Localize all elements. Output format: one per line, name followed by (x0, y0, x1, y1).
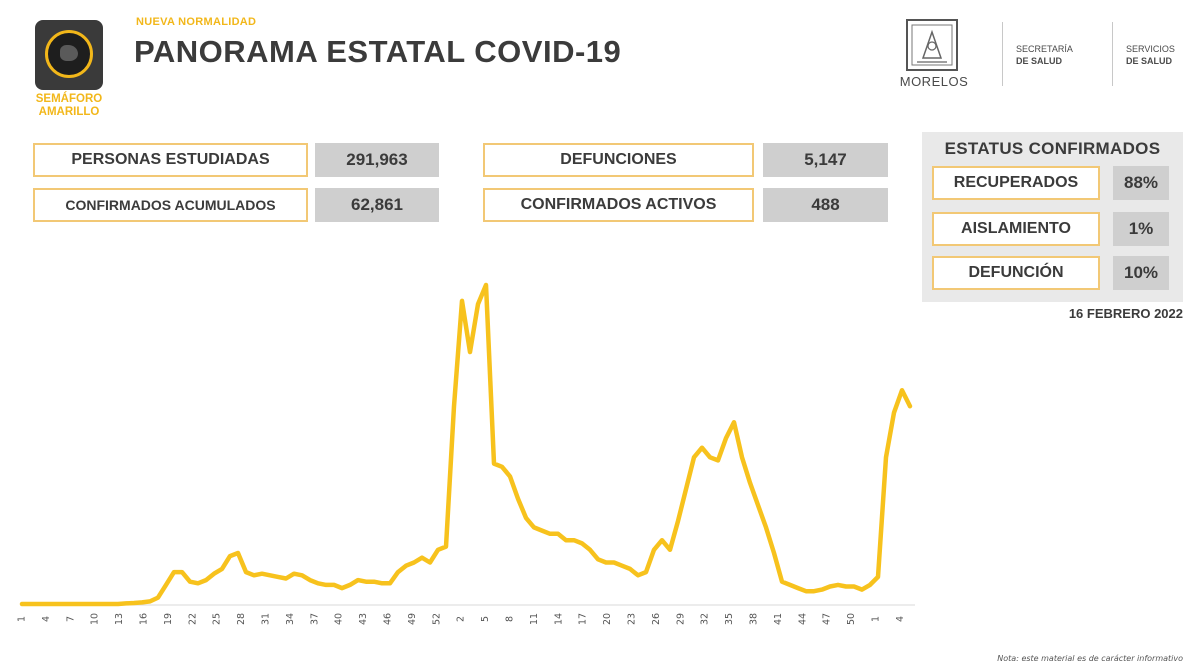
x-tick-label: 19 (163, 613, 174, 625)
x-tick-label: 5 (480, 616, 491, 622)
aislamiento-value: 1% (1113, 212, 1169, 246)
defunciones-value: 5,147 (763, 143, 888, 177)
x-tick-label: 4 (895, 616, 906, 622)
activos-value: 488 (763, 188, 888, 222)
x-tick-label: 26 (651, 613, 662, 625)
x-axis-ticks: 1 4 7 10 13 16 19 22 25 28 31 34 37 40 43 46 49 52 2 5 8 11 14… (17, 613, 906, 625)
defunciones-label: DEFUNCIONES (483, 143, 754, 177)
header-divider (1002, 22, 1003, 86)
x-tick-label: 47 (822, 613, 833, 625)
x-tick-label: 4 (41, 616, 52, 622)
x-tick-label: 38 (749, 613, 760, 625)
x-tick-label: 16 (139, 613, 150, 625)
x-tick-label: 49 (407, 613, 418, 625)
x-tick-label: 52 (431, 613, 442, 625)
x-tick-label: 25 (212, 613, 223, 625)
x-tick-label: 44 (797, 613, 808, 625)
semaforo-logo (35, 20, 103, 90)
semaforo-line1: SEMÁFORO (35, 93, 103, 105)
recuperados-label: RECUPERADOS (932, 166, 1100, 200)
x-tick-label: 17 (578, 613, 589, 625)
x-tick-label: 31 (261, 613, 272, 625)
cases-line-chart: 1 4 7 10 13 16 19 22 25 28 31 34 37 40 43 46 49 52 2 5 8 11 14… (17, 282, 915, 625)
series-line (19, 282, 913, 607)
x-tick-label: 46 (383, 613, 394, 625)
x-tick-label: 50 (846, 613, 857, 625)
defuncion-value: 10% (1113, 256, 1169, 290)
x-tick-label: 8 (505, 616, 516, 622)
x-tick-label: 29 (675, 613, 686, 625)
org-servicios: SERVICIOS DE SALUD (1126, 43, 1175, 67)
x-tick-label: 22 (187, 613, 198, 625)
x-tick-label: 11 (529, 613, 540, 625)
defuncion-label: DEFUNCIÓN (932, 256, 1100, 290)
x-tick-label: 1 (17, 616, 28, 622)
x-tick-label: 10 (90, 613, 101, 625)
x-tick-label: 23 (627, 613, 638, 625)
x-tick-label: 32 (700, 613, 711, 625)
footnote: Nota: este material es de carácter infor… (997, 654, 1183, 663)
page-title: PANORAMA ESTATAL COVID-19 (134, 34, 622, 69)
recuperados-value: 88% (1113, 166, 1169, 200)
state-name: MORELOS (899, 74, 969, 89)
x-tick-label: 43 (358, 613, 369, 625)
x-tick-label: 7 (65, 616, 76, 622)
header-divider (1112, 22, 1113, 86)
org-servicios-line2: DE SALUD (1126, 56, 1173, 66)
acumulados-value: 62,861 (315, 188, 439, 222)
x-tick-label: 2 (456, 616, 467, 622)
report-date: 16 FEBRERO 2022 (1068, 306, 1183, 321)
semaforo-status: SEMÁFORO AMARILLO (28, 93, 110, 119)
activos-label: CONFIRMADOS ACTIVOS (483, 188, 754, 222)
org-secretaria-line1: SECRETARÍA (1016, 44, 1073, 54)
x-tick-label: 28 (236, 613, 247, 625)
semaforo-line2: AMARILLO (38, 106, 100, 118)
x-tick-label: 34 (285, 613, 296, 625)
traffic-light-icon (45, 30, 93, 78)
org-secretaria-line2: DE SALUD (1016, 56, 1063, 66)
aislamiento-label: AISLAMIENTO (932, 212, 1100, 246)
page-subtitle: NUEVA NORMALIDAD (136, 16, 257, 28)
org-secretaria: SECRETARÍA DE SALUD (1016, 43, 1073, 67)
x-tick-label: 20 (602, 613, 613, 625)
status-title: ESTATUS CONFIRMADOS (944, 139, 1161, 158)
x-tick-label: 35 (724, 613, 735, 625)
estudiadas-value: 291,963 (315, 143, 439, 177)
estudiadas-label: PERSONAS ESTUDIADAS (33, 143, 308, 177)
x-tick-label: 41 (773, 613, 784, 625)
x-tick-label: 1 (871, 616, 882, 622)
x-tick-label: 40 (334, 613, 345, 625)
org-servicios-line1: SERVICIOS (1126, 44, 1175, 54)
state-seal-icon (906, 19, 958, 71)
state-map-icon (60, 45, 78, 61)
acumulados-label: CONFIRMADOS ACUMULADOS (33, 188, 308, 222)
x-tick-label: 14 (553, 613, 564, 625)
x-tick-label: 13 (114, 613, 125, 625)
x-tick-label: 37 (309, 613, 320, 625)
